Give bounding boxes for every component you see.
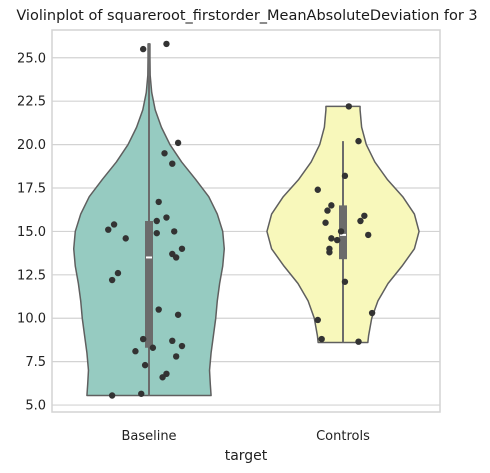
data-point bbox=[153, 217, 160, 225]
y-tick-label: 20.0 bbox=[17, 138, 46, 153]
data-point bbox=[324, 207, 331, 214]
data-point bbox=[108, 276, 116, 284]
data-point bbox=[155, 198, 162, 206]
data-point bbox=[314, 316, 321, 324]
data-point bbox=[139, 335, 147, 343]
y-tick-label: 7.5 bbox=[25, 355, 46, 370]
data-point bbox=[155, 306, 162, 313]
data-point bbox=[341, 278, 349, 285]
data-point bbox=[345, 103, 353, 110]
data-point bbox=[172, 254, 180, 261]
data-point bbox=[368, 309, 376, 317]
data-point bbox=[318, 335, 325, 343]
x-tick-label: Controls bbox=[316, 429, 370, 444]
data-point bbox=[328, 235, 335, 242]
data-point bbox=[178, 342, 186, 350]
y-tick-label: 15.0 bbox=[17, 225, 46, 240]
data-point bbox=[357, 217, 364, 225]
data-point bbox=[163, 40, 170, 48]
data-point bbox=[139, 45, 147, 53]
y-tick-labels: 5.0 7.5 10.0 12.5 15.0 17.5 20.0 22.5 25.0 bbox=[17, 51, 46, 413]
data-point bbox=[355, 137, 362, 145]
data-point bbox=[159, 374, 166, 381]
data-point bbox=[163, 214, 170, 221]
data-point bbox=[178, 245, 186, 252]
data-point bbox=[365, 231, 372, 239]
y-tick-label: 22.5 bbox=[17, 95, 46, 110]
data-point bbox=[105, 226, 112, 233]
data-point bbox=[161, 150, 168, 157]
data-point bbox=[171, 228, 178, 235]
y-tick-label: 12.5 bbox=[17, 268, 46, 283]
strip-points bbox=[105, 40, 376, 399]
data-point bbox=[361, 212, 368, 219]
data-point bbox=[108, 392, 116, 399]
data-point bbox=[314, 186, 321, 193]
iqr-box-baseline bbox=[145, 221, 153, 348]
data-point bbox=[153, 229, 160, 237]
data-point bbox=[174, 139, 182, 147]
y-tick-label: 5.0 bbox=[25, 399, 46, 414]
data-point bbox=[333, 236, 341, 244]
y-tick-label: 10.0 bbox=[17, 312, 46, 327]
data-point bbox=[174, 311, 182, 318]
data-point bbox=[172, 353, 180, 360]
data-point bbox=[132, 348, 139, 355]
data-point bbox=[328, 202, 335, 209]
data-point bbox=[326, 249, 333, 256]
y-tick-label: 25.0 bbox=[17, 51, 46, 66]
data-point bbox=[114, 269, 122, 277]
x-axis-label: target bbox=[225, 448, 268, 464]
data-point bbox=[337, 228, 345, 235]
x-tick-labels: Baseline Controls bbox=[121, 429, 370, 444]
chart-title: Violinplot of squareroot_firstorder_Mean… bbox=[16, 8, 477, 24]
data-point bbox=[110, 221, 118, 228]
data-point bbox=[322, 219, 329, 226]
data-point bbox=[169, 337, 176, 345]
data-point bbox=[169, 160, 176, 167]
y-tick-label: 17.5 bbox=[17, 182, 46, 197]
data-point bbox=[149, 344, 157, 351]
data-point bbox=[138, 390, 145, 397]
x-tick-label: Baseline bbox=[121, 429, 176, 444]
data-point bbox=[355, 338, 362, 345]
data-point bbox=[141, 361, 149, 369]
data-point bbox=[122, 235, 129, 242]
data-point bbox=[341, 172, 349, 180]
